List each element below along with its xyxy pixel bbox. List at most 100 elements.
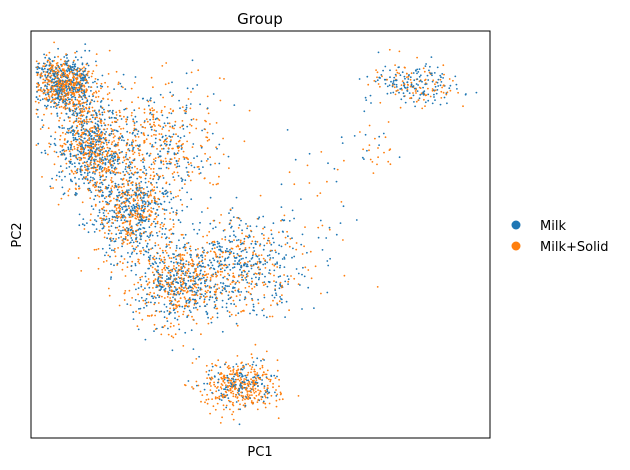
point-milk xyxy=(44,149,46,152)
point-milk xyxy=(93,131,96,134)
point-milk-solid xyxy=(154,242,157,244)
point-milk xyxy=(246,379,248,382)
point-milk-solid xyxy=(225,404,228,407)
point-milk xyxy=(277,252,280,255)
point-milk xyxy=(232,230,235,233)
point-milk xyxy=(273,296,276,299)
point-milk-solid xyxy=(137,199,140,202)
point-milk-solid xyxy=(169,293,172,295)
point-milk-solid xyxy=(115,167,118,170)
point-milk xyxy=(66,127,69,130)
point-milk-solid xyxy=(170,158,173,161)
point-milk xyxy=(446,102,448,105)
point-milk xyxy=(107,184,110,187)
point-milk xyxy=(159,155,162,158)
point-milk-solid xyxy=(85,121,88,123)
point-milk xyxy=(147,190,150,193)
point-milk xyxy=(175,267,178,269)
point-milk xyxy=(108,217,111,220)
point-milk-solid xyxy=(113,140,115,142)
point-milk-solid xyxy=(74,88,77,91)
point-milk-solid xyxy=(119,260,122,263)
point-milk xyxy=(80,152,83,155)
point-milk xyxy=(41,98,44,101)
point-milk xyxy=(152,263,155,266)
point-milk xyxy=(115,233,118,236)
point-milk xyxy=(266,388,268,391)
point-milk-solid xyxy=(106,146,109,149)
point-milk-solid xyxy=(157,302,160,304)
point-milk xyxy=(167,278,170,280)
point-milk-solid xyxy=(130,213,133,215)
point-milk xyxy=(75,156,77,158)
point-milk-solid xyxy=(141,221,144,224)
point-milk xyxy=(95,141,98,144)
point-milk xyxy=(199,172,202,174)
point-milk-solid xyxy=(224,390,227,393)
point-milk xyxy=(184,112,187,114)
point-milk xyxy=(156,117,158,120)
point-milk-solid xyxy=(181,106,184,108)
point-milk-solid xyxy=(257,389,259,391)
point-milk xyxy=(121,208,124,211)
point-milk xyxy=(161,114,164,117)
point-milk xyxy=(151,113,153,116)
point-milk xyxy=(182,237,185,239)
point-milk xyxy=(162,251,165,254)
point-milk-solid xyxy=(198,274,201,276)
point-milk-solid xyxy=(179,256,182,258)
point-milk xyxy=(410,84,413,86)
point-milk-solid xyxy=(189,123,191,126)
point-milk-solid xyxy=(237,378,240,381)
point-milk xyxy=(250,283,253,285)
point-milk xyxy=(81,98,84,101)
point-milk xyxy=(268,254,271,256)
point-milk-solid xyxy=(197,248,199,250)
point-milk xyxy=(321,249,324,251)
point-milk-solid xyxy=(124,290,127,292)
point-milk-solid xyxy=(106,93,109,96)
point-milk xyxy=(132,204,135,206)
point-milk-solid xyxy=(163,256,166,259)
point-milk xyxy=(241,276,244,279)
point-milk xyxy=(223,259,226,262)
point-milk-solid xyxy=(176,301,179,303)
point-milk-solid xyxy=(251,280,254,283)
point-milk xyxy=(73,131,76,133)
point-milk xyxy=(46,61,49,63)
point-milk xyxy=(62,101,64,104)
point-milk xyxy=(135,205,138,208)
point-milk xyxy=(449,84,452,87)
point-milk-solid xyxy=(239,241,242,244)
point-milk-solid xyxy=(78,101,80,103)
point-milk-solid xyxy=(406,88,409,91)
point-milk-solid xyxy=(151,188,154,191)
point-milk-solid xyxy=(243,261,246,264)
point-milk-solid xyxy=(107,168,110,171)
point-milk-solid xyxy=(149,191,152,193)
point-milk-solid xyxy=(99,145,102,148)
point-milk xyxy=(101,191,104,194)
point-milk xyxy=(87,64,90,67)
point-milk xyxy=(364,96,367,99)
point-milk-solid xyxy=(149,142,152,145)
point-milk-solid xyxy=(206,139,209,142)
point-milk xyxy=(145,304,148,307)
point-milk xyxy=(395,86,398,88)
point-milk-solid xyxy=(146,314,149,317)
point-milk-solid xyxy=(84,91,87,94)
point-milk xyxy=(143,167,146,170)
point-milk-solid xyxy=(371,161,374,163)
point-milk xyxy=(245,256,248,259)
point-milk-solid xyxy=(74,68,76,71)
point-milk-solid xyxy=(247,291,250,294)
point-milk xyxy=(268,269,271,272)
point-milk xyxy=(238,423,241,426)
point-milk xyxy=(151,247,154,250)
point-milk xyxy=(164,233,166,236)
point-milk xyxy=(222,276,225,279)
point-milk xyxy=(255,364,258,367)
point-milk-solid xyxy=(266,384,269,387)
point-milk-solid xyxy=(262,373,264,376)
point-milk xyxy=(193,290,196,293)
